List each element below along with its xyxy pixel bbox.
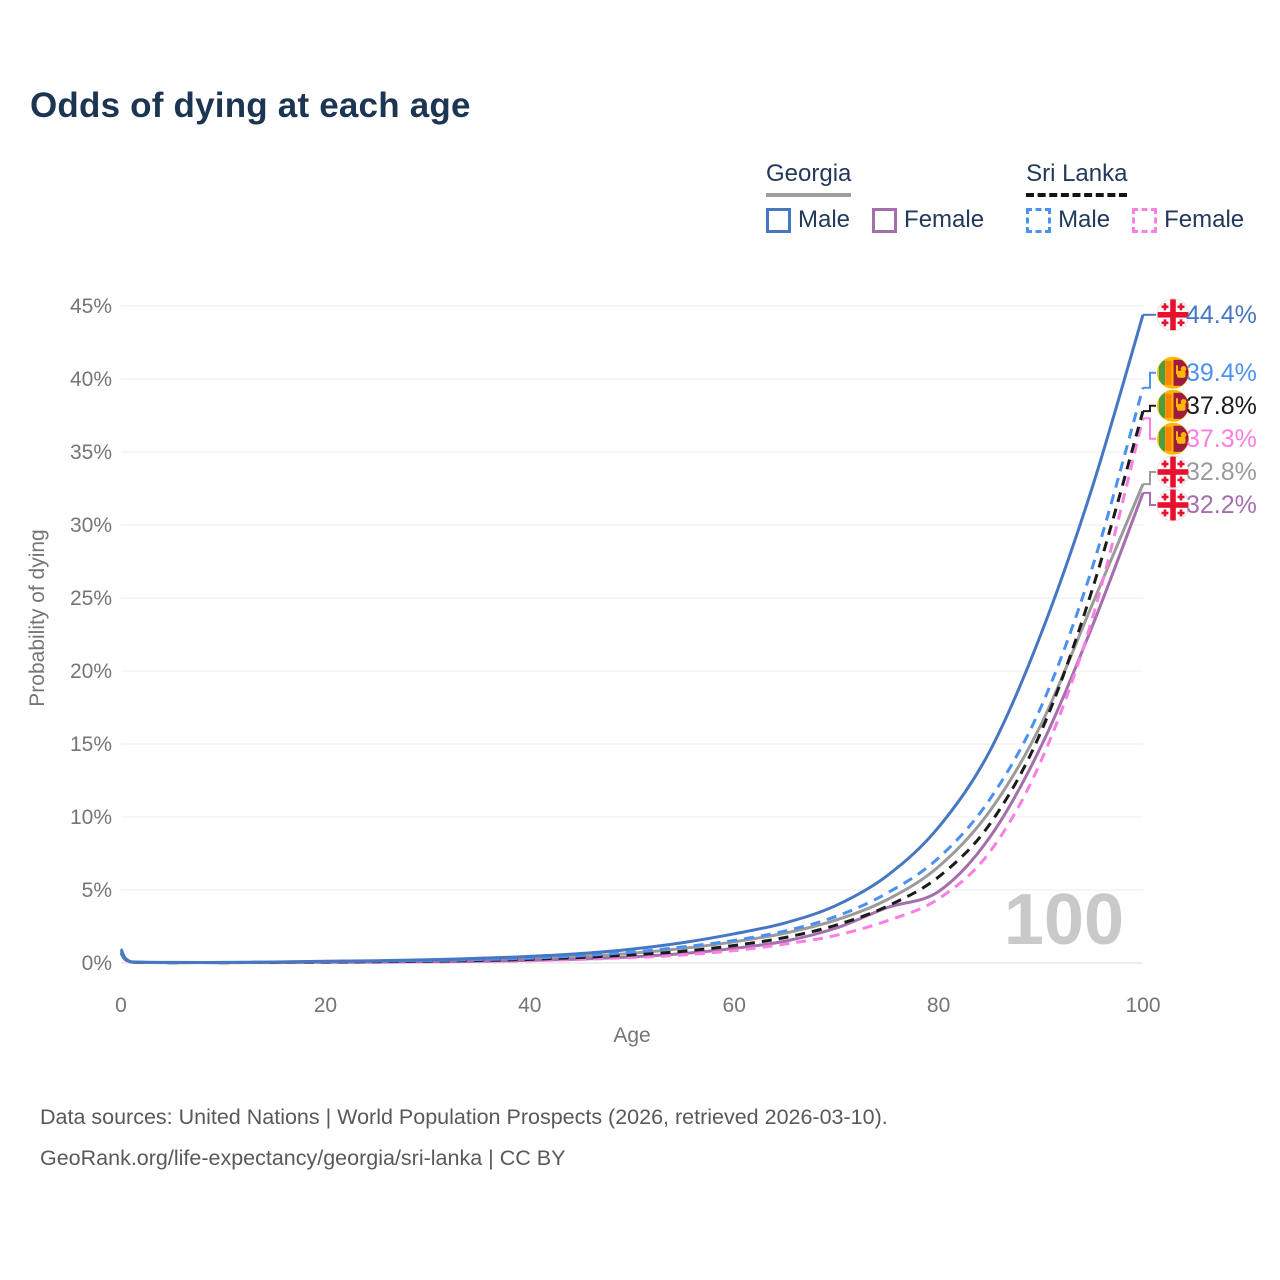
y-tick-label: 10% — [70, 806, 112, 829]
line-srilanka-male[interactable] — [119, 387, 1145, 965]
legend-country-sri-lanka[interactable]: Sri Lanka — [1026, 160, 1128, 197]
leader-line-srilanka-both — [1143, 404, 1156, 413]
leader-line-georgia-both — [1143, 471, 1156, 486]
x-axis-title: Age — [613, 1024, 650, 1047]
line-srilanka-both[interactable] — [119, 410, 1145, 965]
legend: Georgia Male Female Sri Lanka Male Femal… — [766, 160, 1244, 234]
line-georgia-male[interactable] — [119, 314, 1145, 964]
legend-group-georgia: Georgia Male Female — [766, 160, 984, 234]
series-lines — [119, 314, 1145, 965]
y-tick-label: 20% — [70, 660, 112, 683]
end-label-georgia-male: 44.4% — [1186, 301, 1257, 329]
leader-line-srilanka-male — [1143, 371, 1156, 389]
end-label-georgia-both: 32.8% — [1186, 458, 1257, 486]
x-tick-label: 0 — [115, 994, 127, 1017]
line-georgia-female[interactable] — [119, 492, 1145, 965]
legend-item-sri-lanka-male[interactable]: Male — [1026, 206, 1110, 234]
end-label-georgia-female: 32.2% — [1186, 491, 1257, 519]
y-tick-label: 5% — [82, 879, 112, 902]
sri-lanka-flag-icon — [1157, 389, 1189, 422]
chart-title: Odds of dying at each age — [30, 86, 471, 125]
end-label-srilanka-male: 39.4% — [1186, 359, 1257, 387]
georgia-flag-icon — [1156, 488, 1190, 522]
y-tick-label: 25% — [70, 587, 112, 610]
georgia-female-swatch-icon — [872, 207, 898, 233]
y-tick-label: 45% — [70, 295, 112, 318]
leader-line-georgia-female — [1143, 491, 1156, 506]
x-tick-label: 100 — [1125, 994, 1160, 1017]
y-tick-label: 30% — [70, 514, 112, 537]
georgia-flag-icon — [1156, 298, 1190, 332]
x-tick-label: 60 — [723, 994, 746, 1017]
legend-item-georgia-female[interactable]: Female — [872, 206, 984, 234]
age-watermark: 100 — [1004, 880, 1124, 960]
sri-lanka-male-swatch-icon — [1026, 207, 1052, 233]
y-axis-title: Probability of dying — [26, 529, 49, 706]
sri-lanka-female-swatch-icon — [1132, 207, 1158, 233]
line-georgia-both[interactable] — [119, 483, 1145, 965]
legend-item-sri-lanka-female[interactable]: Female — [1132, 206, 1244, 234]
x-tick-label: 20 — [314, 994, 337, 1017]
y-tick-label: 40% — [70, 368, 112, 391]
y-tick-label: 15% — [70, 733, 112, 756]
attribution-link[interactable]: GeoRank.org/life-expectancy/georgia/sri-… — [40, 1146, 566, 1170]
end-label-srilanka-both: 37.8% — [1186, 392, 1257, 420]
y-tick-label: 0% — [82, 952, 112, 975]
x-tick-label: 80 — [927, 994, 950, 1017]
end-label-srilanka-female: 37.3% — [1186, 425, 1257, 453]
georgia-flag-icon — [1156, 455, 1190, 489]
georgia-male-swatch-icon — [766, 207, 791, 233]
legend-item-label: Male — [798, 206, 851, 233]
sri-lanka-flag-icon — [1157, 422, 1189, 455]
line-srilanka-female[interactable] — [119, 418, 1145, 965]
legend-country-georgia[interactable]: Georgia — [766, 160, 852, 197]
gridlines: 0% 5% 10% 15% 20% 25% 30% 35% 40% 45% 0 20 40 60 80 100 — [70, 295, 1161, 1017]
y-tick-label: 35% — [70, 441, 112, 464]
data-sources-text: Data sources: United Nations | World Pop… — [40, 1105, 888, 1129]
sri-lanka-flag-icon — [1157, 356, 1189, 389]
legend-item-label: Female — [1164, 206, 1245, 233]
legend-item-label: Female — [904, 206, 985, 233]
legend-group-sri-lanka: Sri Lanka Male Female — [1026, 160, 1244, 234]
leader-line-srilanka-female — [1143, 417, 1156, 440]
footer: Data sources: United Nations | World Pop… — [40, 1097, 1250, 1179]
x-tick-label: 40 — [518, 994, 541, 1017]
legend-item-georgia-male[interactable]: Male — [766, 206, 850, 234]
legend-item-label: Male — [1058, 206, 1111, 233]
